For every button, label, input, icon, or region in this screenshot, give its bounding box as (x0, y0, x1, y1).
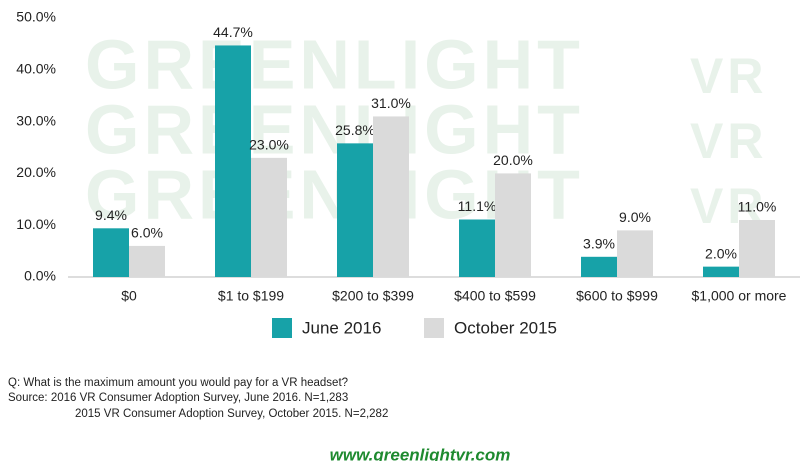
bar (215, 45, 251, 278)
y-tick-label: 0.0% (24, 268, 56, 284)
value-label: 2.0% (705, 245, 737, 261)
value-label: 11.0% (738, 199, 777, 215)
watermark-text: GREENLIGHT (85, 25, 584, 103)
watermark-text: GREENLIGHT (85, 90, 584, 168)
website: www.greenlightvr.com (330, 445, 511, 461)
x-tick-label: $600 to $999 (576, 288, 658, 304)
value-label: 31.0% (371, 95, 411, 111)
bar (93, 228, 129, 277)
bar (251, 157, 287, 277)
bar (129, 245, 165, 277)
note: Source: 2016 VR Consumer Adoption Survey… (8, 392, 348, 404)
watermark-text: VR (690, 48, 767, 104)
bar (703, 266, 739, 277)
note: 2015 VR Consumer Adoption Survey, Octobe… (75, 408, 388, 420)
y-tick-label: 20.0% (16, 164, 56, 180)
x-tick-label: $1,000 or more (692, 288, 787, 304)
value-label: 11.1% (458, 198, 497, 214)
bar (495, 173, 531, 277)
watermark-text: VR (690, 113, 767, 169)
note: Q: What is the maximum amount you would … (8, 377, 348, 389)
x-tick-label: $0 (121, 288, 137, 304)
legend-label: October 2015 (454, 318, 557, 337)
bar (459, 219, 495, 277)
x-tick-label: $400 to $599 (454, 288, 536, 304)
bar (739, 220, 775, 277)
legend-label: June 2016 (302, 318, 381, 337)
legend-swatch (424, 318, 444, 338)
bar (617, 230, 653, 277)
bar (581, 256, 617, 277)
value-label: 23.0% (249, 137, 289, 153)
value-label: 9.4% (95, 207, 127, 223)
value-label: 9.0% (619, 209, 651, 225)
value-label: 3.9% (583, 236, 615, 252)
y-tick-label: 50.0% (16, 9, 56, 25)
x-tick-label: $1 to $199 (218, 288, 284, 304)
y-tick-label: 30.0% (16, 112, 56, 128)
value-label: 25.8% (335, 122, 375, 138)
value-label: 44.7% (213, 24, 253, 40)
legend-swatch (272, 318, 292, 338)
bar (337, 143, 373, 277)
y-tick-label: 40.0% (16, 61, 56, 77)
value-label: 6.0% (131, 225, 163, 241)
bar (373, 116, 409, 277)
y-tick-label: 10.0% (16, 216, 56, 232)
x-tick-label: $200 to $399 (332, 288, 414, 304)
value-label: 20.0% (493, 152, 533, 168)
